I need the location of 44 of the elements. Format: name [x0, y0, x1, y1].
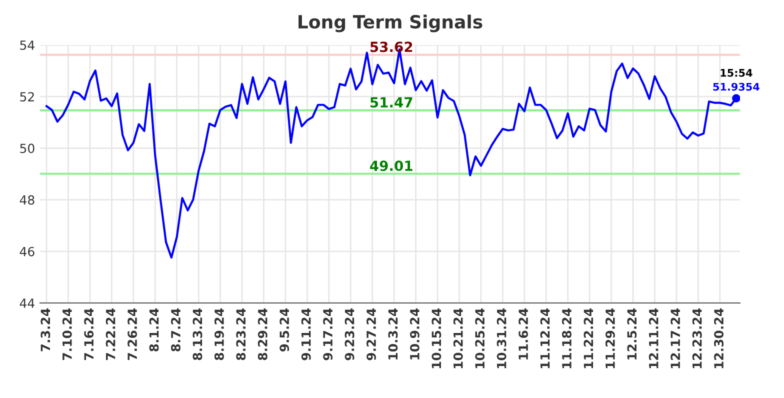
x-tick-label: 8.1.24: [149, 308, 159, 352]
x-tick-label: 8.29.24: [258, 308, 268, 360]
x-tick-label: 11.29.24: [605, 308, 615, 368]
ref-line-label: 49.01: [370, 160, 412, 172]
x-tick-label: 8.23.24: [236, 308, 246, 360]
x-tick-label: 10.15.24: [432, 308, 442, 368]
y-tick-label: 50: [20, 144, 34, 154]
annotation: 51.9354: [713, 82, 760, 91]
x-tick-label: 11.22.24: [584, 308, 594, 368]
x-tick-label: 8.13.24: [192, 308, 202, 360]
x-tick-label: 9.27.24: [366, 308, 376, 360]
x-tick-label: 7.16.24: [84, 308, 94, 360]
x-tick-label: 8.19.24: [214, 308, 224, 360]
annotation: 15:54: [720, 69, 752, 77]
x-tick-label: 11.12.24: [540, 308, 550, 368]
y-tick-label: 48: [20, 195, 34, 205]
x-tick-label: 12.11.24: [648, 308, 658, 368]
x-tick-label: 9.5.24: [280, 308, 290, 352]
x-tick-label: 10.25.24: [475, 308, 485, 368]
x-tick-label: 12.5.24: [627, 308, 637, 360]
x-tick-label: 7.22.24: [106, 308, 116, 360]
x-tick-label: 11.6.24: [518, 308, 528, 360]
x-tick-label: 9.11.24: [301, 308, 311, 360]
x-tick-label: 9.17.24: [323, 308, 333, 360]
x-tick-label: 10.3.24: [388, 308, 398, 360]
x-tick-label: 7.26.24: [128, 308, 138, 360]
x-tick-label: 12.23.24: [692, 308, 702, 368]
x-tick-label: 10.9.24: [410, 308, 420, 360]
ref-line-label: 53.62: [370, 42, 412, 52]
ref-line-label: 51.47: [370, 97, 412, 108]
y-tick-label: 46: [20, 246, 34, 256]
y-tick-label: 54: [20, 40, 34, 50]
x-tick-label: 9.23.24: [344, 308, 354, 360]
x-tick-label: 12.17.24: [670, 308, 680, 368]
x-tick-label: 10.21.24: [453, 308, 463, 368]
x-tick-label: 11.18.24: [562, 308, 572, 368]
x-tick-label: 12.30.24: [714, 308, 724, 368]
chart-title: Long Term Signals: [298, 14, 482, 32]
x-tick-label: 7.10.24: [62, 308, 72, 360]
x-tick-label: 10.31.24: [496, 308, 506, 368]
x-tick-label: 7.3.24: [40, 308, 50, 352]
y-tick-label: 52: [20, 92, 34, 102]
y-tick-label: 44: [20, 298, 34, 308]
x-tick-label: 8.7.24: [171, 308, 180, 352]
